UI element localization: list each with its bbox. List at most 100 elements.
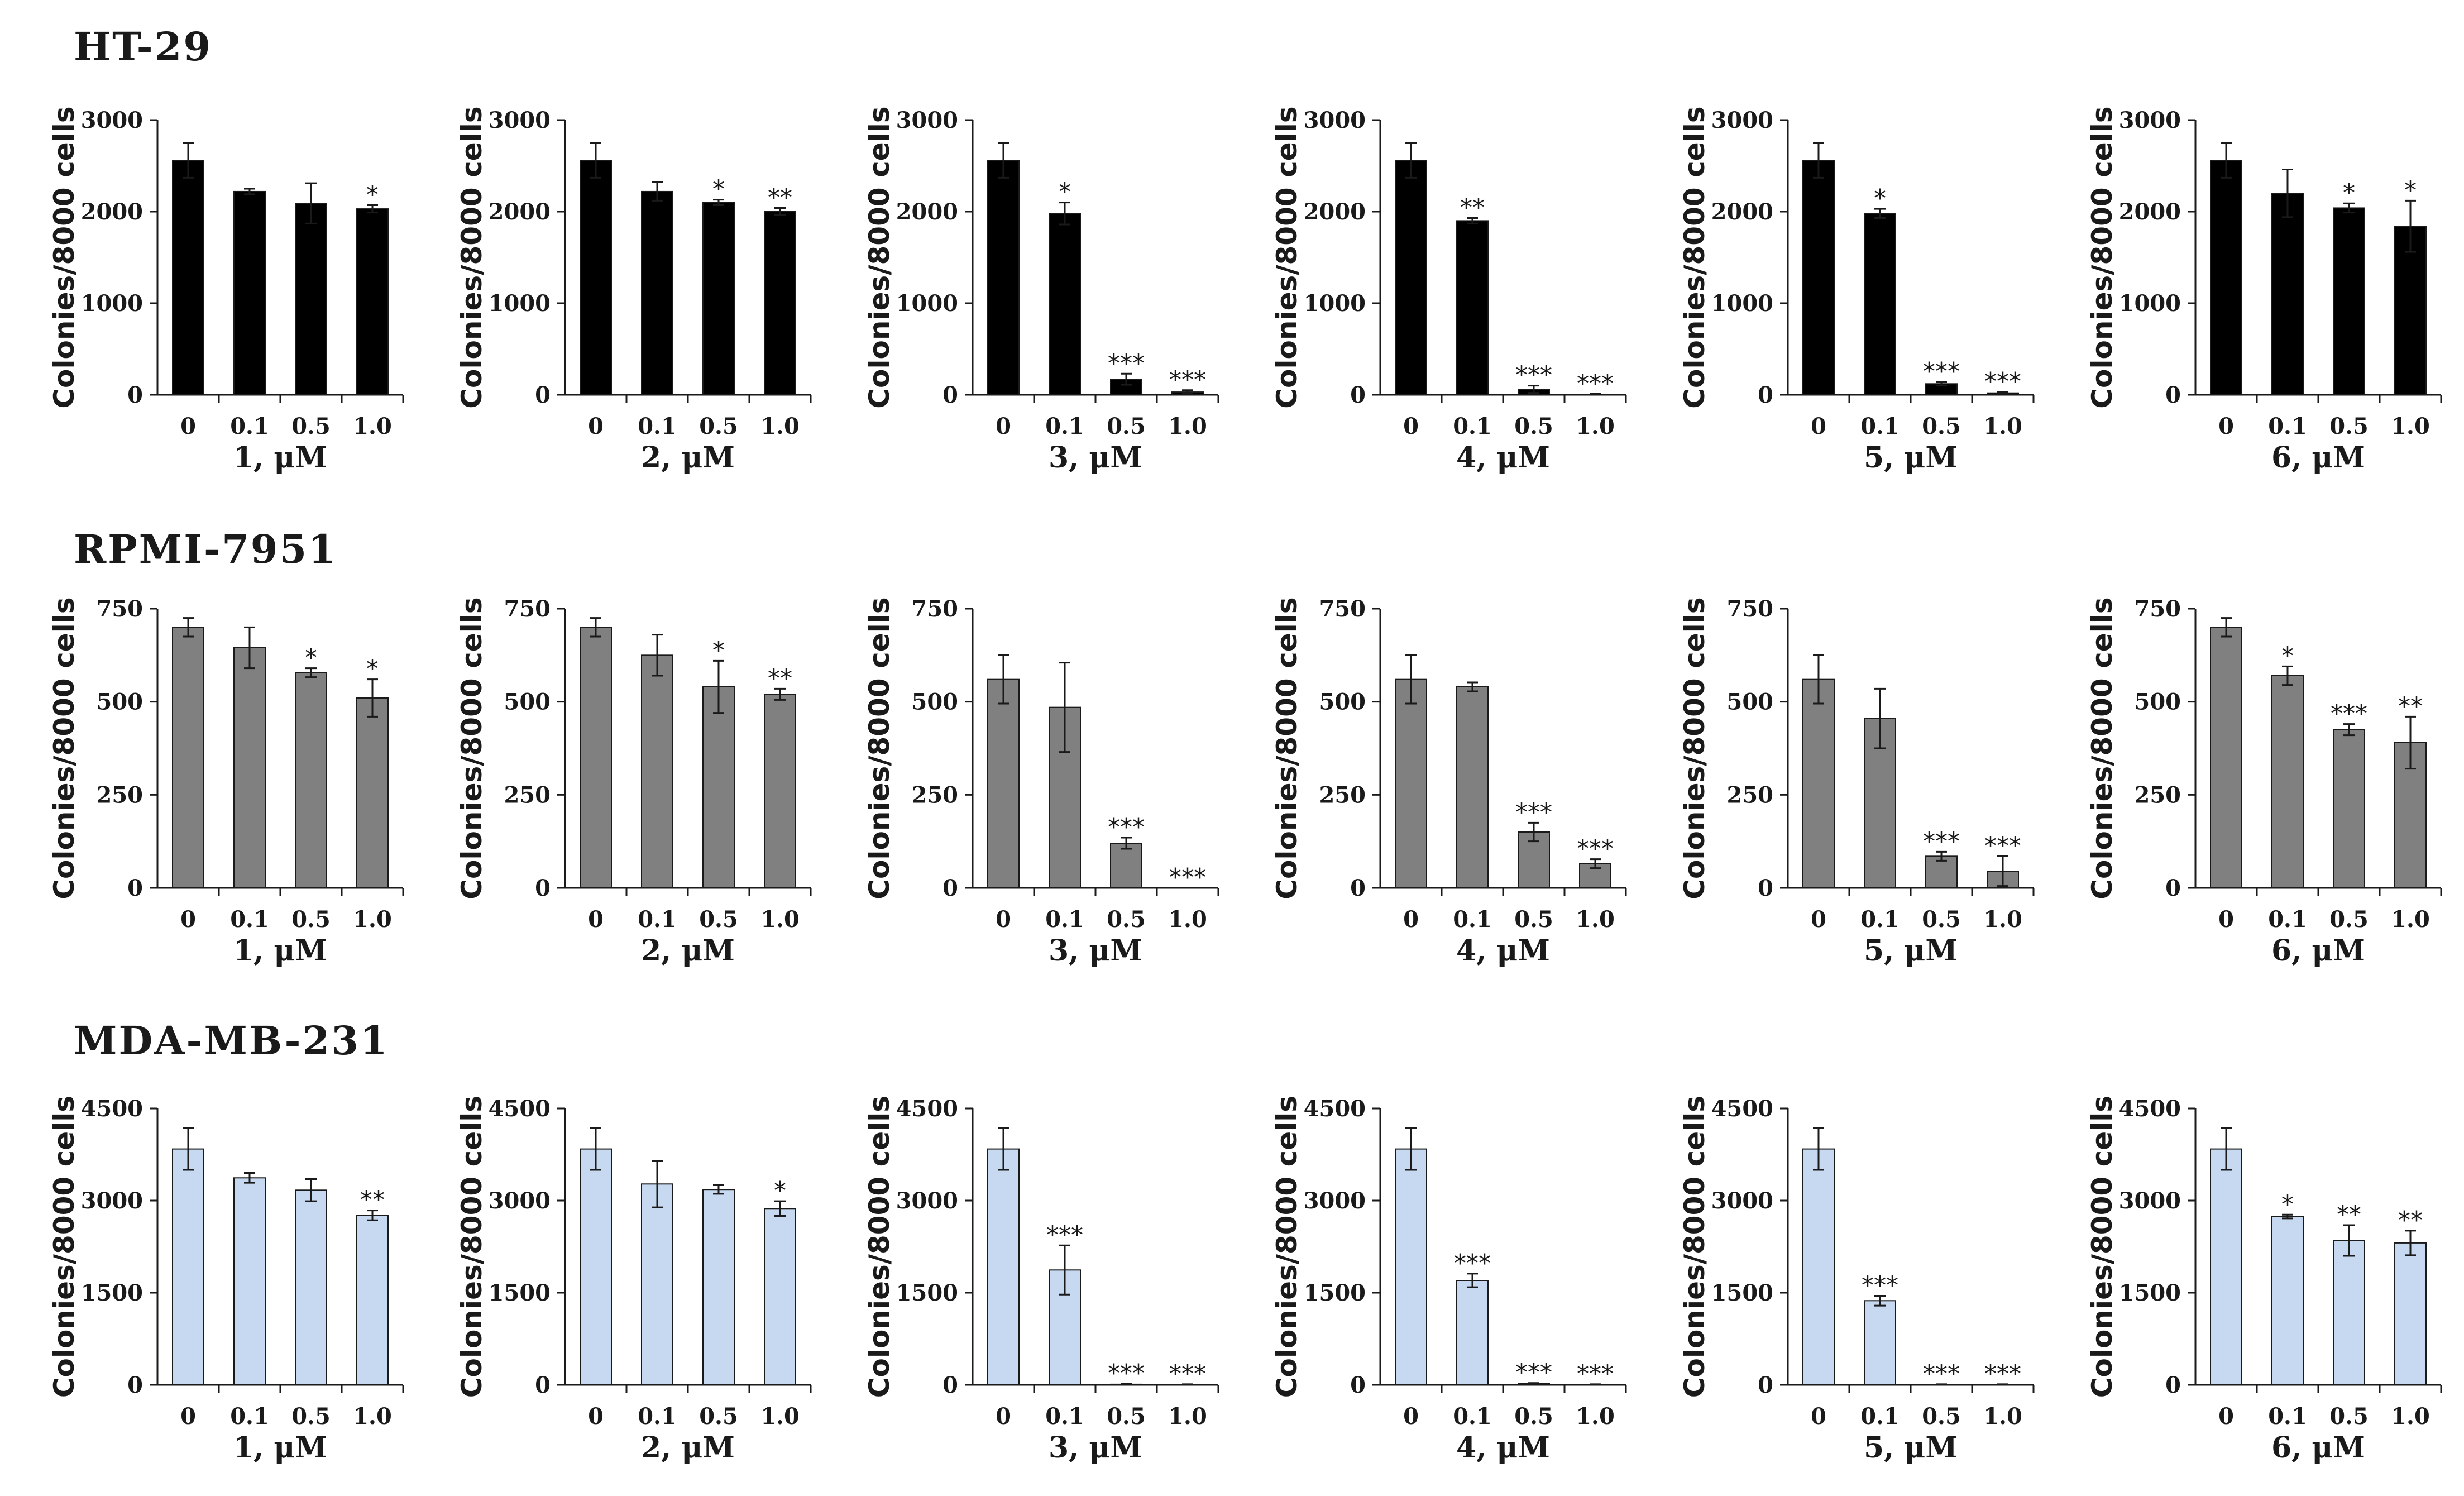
y-tick-label: 750 xyxy=(2135,596,2181,622)
x-tick-label: 0.1 xyxy=(2268,413,2307,439)
bar xyxy=(233,190,266,395)
y-tick-label: 1000 xyxy=(896,290,958,317)
significance-marker: *** xyxy=(1108,349,1145,377)
x-tick-label: 0.5 xyxy=(1922,413,1961,439)
x-tick-label: 0.1 xyxy=(638,906,677,933)
y-tick-label: 1000 xyxy=(2119,290,2181,317)
significance-marker: ** xyxy=(2398,1206,2423,1235)
significance-marker: *** xyxy=(1046,1221,1083,1249)
x-tick-label: 0.5 xyxy=(291,1403,331,1430)
x-tick-label: 0 xyxy=(588,1403,604,1430)
bar xyxy=(987,1148,1020,1386)
bar xyxy=(641,654,673,889)
y-tick-label: 3000 xyxy=(1711,107,1773,133)
y-axis-title: Colonies/8000 cells xyxy=(1678,106,1711,408)
bar xyxy=(356,208,389,395)
significance-marker: *** xyxy=(1577,369,1614,398)
y-tick-label: 1000 xyxy=(1711,290,1773,317)
bar xyxy=(233,647,266,888)
y-tick-label: 2000 xyxy=(2119,199,2181,225)
x-tick-label: 0 xyxy=(1403,906,1419,933)
x-axis-title: 2, μM xyxy=(641,1431,735,1465)
bar xyxy=(702,202,735,395)
y-tick-label: 0 xyxy=(535,1372,551,1398)
x-axis-title: 4, μM xyxy=(1456,934,1550,968)
bar xyxy=(1864,1300,1896,1386)
y-axis-title: Colonies/8000 cells xyxy=(48,106,80,408)
x-tick-label: 0.5 xyxy=(1514,1403,1553,1430)
y-tick-label: 0 xyxy=(942,1372,958,1398)
significance-marker: *** xyxy=(1577,835,1614,863)
bar xyxy=(580,1148,612,1386)
y-tick-label: 3000 xyxy=(1304,1188,1366,1214)
bar xyxy=(1456,686,1489,888)
significance-marker: * xyxy=(305,644,317,672)
x-tick-label: 0.5 xyxy=(2329,906,2369,933)
x-axis-title: 6, μM xyxy=(2271,1431,2365,1465)
x-tick-label: 0 xyxy=(2218,1403,2234,1430)
y-axis-title: Colonies/8000 cells xyxy=(456,106,488,408)
x-tick-label: 0 xyxy=(1403,413,1419,439)
x-tick-label: 1.0 xyxy=(1168,906,1207,933)
y-tick-label: 0 xyxy=(127,382,143,408)
bar xyxy=(2333,729,2365,888)
significance-marker: *** xyxy=(1923,357,1960,386)
y-axis-title: Colonies/8000 cells xyxy=(1678,597,1711,899)
x-axis-title: 3, μM xyxy=(1049,1431,1142,1465)
x-tick-label: 0 xyxy=(996,906,1011,933)
x-axis-title: 2, μM xyxy=(641,441,735,475)
bar xyxy=(702,1189,735,1385)
significance-marker: *** xyxy=(1454,1249,1491,1278)
y-tick-label: 1500 xyxy=(1711,1280,1773,1306)
y-tick-label: 3000 xyxy=(489,1188,551,1214)
x-tick-label: 1.0 xyxy=(1983,906,2022,933)
x-tick-label: 1.0 xyxy=(760,1403,800,1430)
y-tick-label: 3000 xyxy=(1304,107,1366,133)
x-tick-label: 0 xyxy=(1403,1403,1419,1430)
y-tick-label: 750 xyxy=(1727,596,1774,622)
y-tick-label: 3000 xyxy=(2119,107,2181,133)
y-tick-label: 1000 xyxy=(489,290,551,317)
significance-marker: ** xyxy=(768,664,792,692)
x-tick-label: 1.0 xyxy=(1576,413,1615,439)
y-tick-label: 0 xyxy=(1758,875,1773,901)
y-tick-label: 0 xyxy=(1350,875,1366,901)
y-tick-label: 0 xyxy=(1350,382,1366,408)
x-tick-label: 1.0 xyxy=(353,906,392,933)
bar xyxy=(1395,160,1427,395)
bar xyxy=(1802,1148,1835,1386)
bar xyxy=(2394,226,2427,395)
y-tick-label: 4500 xyxy=(81,1096,143,1122)
row-label-rpmi7951: RPMI-7951 xyxy=(74,526,337,572)
bar xyxy=(295,1189,327,1386)
x-tick-label: 0 xyxy=(2218,413,2234,439)
x-tick-label: 1.0 xyxy=(1983,413,2022,439)
significance-marker: *** xyxy=(1108,813,1145,842)
x-tick-label: 0 xyxy=(180,413,196,439)
y-tick-label: 2000 xyxy=(81,199,143,225)
y-tick-label: 1500 xyxy=(489,1280,551,1306)
x-tick-label: 0 xyxy=(1811,906,1826,933)
significance-marker: *** xyxy=(2331,700,2367,728)
x-axis-title: 5, μM xyxy=(1864,934,1958,968)
row-label-mdamb231: MDA-MB-231 xyxy=(74,1017,389,1064)
y-tick-label: 250 xyxy=(1319,782,1366,808)
x-tick-label: 1.0 xyxy=(1983,1403,2022,1430)
y-tick-label: 0 xyxy=(1350,1372,1366,1398)
y-tick-label: 0 xyxy=(2165,1372,2181,1398)
x-tick-label: 1.0 xyxy=(1576,906,1615,933)
x-tick-label: 1.0 xyxy=(1576,1403,1615,1430)
y-tick-label: 250 xyxy=(504,782,551,808)
y-axis-title: Colonies/8000 cells xyxy=(1271,1096,1303,1398)
y-tick-label: 2000 xyxy=(896,199,958,225)
significance-marker: *** xyxy=(1923,827,1960,855)
y-tick-label: 2000 xyxy=(1711,199,1773,225)
x-tick-label: 1.0 xyxy=(1168,413,1207,439)
x-tick-label: 1.0 xyxy=(2391,906,2430,933)
